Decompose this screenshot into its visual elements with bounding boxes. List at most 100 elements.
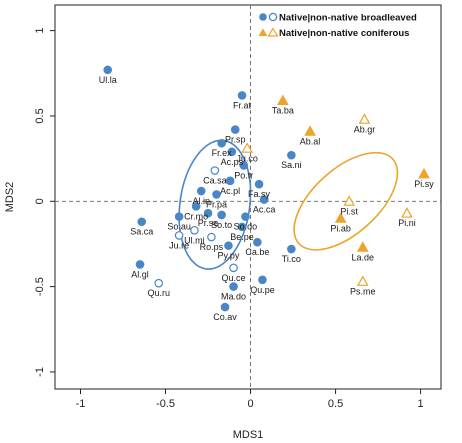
point-so-to: [217, 210, 226, 220]
point-ab-al-label: Ab.al: [300, 136, 321, 146]
point-ju-re-label: Ju.re: [169, 240, 189, 250]
point-sa-ca-label: Sa.ca: [130, 227, 153, 237]
point-ju-co-label: Ju.co: [236, 153, 258, 163]
point-al-gl-label: Al.gl: [131, 269, 149, 279]
y-tick-label: -1: [34, 367, 46, 377]
point-po-tr: [239, 161, 249, 170]
point-qu-ce-label: Qu.ce: [222, 273, 246, 283]
point-fr-ex-label: Fr.ex: [212, 148, 233, 158]
coniferous-ellipse: [293, 151, 399, 251]
x-tick-label: -0.5: [156, 398, 175, 410]
y-tick-label: 1: [34, 28, 46, 34]
point-ac-pl: [225, 176, 235, 186]
point-ca-sa: [210, 166, 220, 175]
point-qu-ce: [229, 263, 238, 273]
point-ti-co-label: Ti.co: [282, 254, 301, 264]
point-ma-do: [229, 282, 238, 291]
point-ac-pl-label: Ac.pl: [220, 186, 240, 196]
x-tick-label: 0: [247, 398, 253, 410]
point-la-de: [356, 241, 369, 252]
point-fa-sy: [254, 179, 264, 189]
point-pi-st-label: Pi.st: [340, 206, 358, 216]
point-qu-pe: [258, 275, 267, 285]
point-al-in-label: Al.in: [192, 196, 210, 206]
point-al-gl: [135, 260, 145, 269]
point-so-au: [174, 212, 184, 221]
point-al-in: [196, 186, 206, 196]
point-ca-be: [253, 237, 262, 247]
point-ti-co: [287, 244, 296, 254]
point-ul-la-label: Ul.la: [99, 75, 117, 85]
point-fr-at-label: Fr.at: [233, 100, 252, 110]
legend-filled-circle-icon: [259, 13, 267, 21]
plot-frame: [54, 4, 442, 390]
point-ul-mi-label: Ul.mi: [184, 235, 205, 245]
point-ta-ba-label: Ta.ba: [272, 106, 294, 116]
point-ps-me: [356, 275, 369, 286]
point-ac-ca-label: Ac.ca: [253, 205, 276, 215]
point-so-do: [241, 212, 250, 221]
point-pi-sy-label: Pi.sy: [414, 179, 434, 189]
y-tick-label: 0.5: [34, 108, 46, 123]
point-so-au-label: So.au: [167, 222, 191, 232]
point-co-av-label: Co.av: [213, 312, 237, 322]
point-ul-mi: [190, 225, 199, 235]
point-so-to-label: So.to: [211, 220, 232, 230]
point-sa-ni-label: Sa.ni: [281, 160, 302, 170]
legend: Native|non-native broadleaved Native|non…: [258, 13, 417, 39]
legend-hollow-triangle-icon: [267, 27, 279, 37]
point-be-pe-label: Be.pe: [230, 232, 254, 242]
point-pr-pa: [212, 190, 221, 199]
point-sa-ni: [287, 150, 296, 160]
y-axis: -1 -0.5 0 0.5 1: [34, 28, 55, 377]
point-ac-ca: [259, 195, 269, 204]
point-be-pe: [237, 222, 247, 232]
point-py-py-label: Py.py: [218, 251, 240, 261]
point-cr-mo: [191, 202, 201, 211]
legend-label-coniferous: Native|non-native coniferous: [279, 28, 409, 39]
point-ps-me-label: Ps.me: [350, 286, 376, 296]
point-pr-sp-label: Pr.sp: [225, 135, 246, 145]
x-axis: -1 -0.5 0 0.5 1: [76, 389, 424, 410]
point-fr-ex: [217, 138, 226, 148]
point-qu-ru-label: Qu.ru: [147, 288, 170, 298]
point-po-tr-label: Po.tr: [234, 170, 253, 180]
point-ac-ps-label: Ac.ps: [221, 157, 244, 167]
point-pi-ni-label: Pi.ni: [398, 218, 416, 228]
point-pi-ab: [334, 212, 347, 223]
point-ro-ps: [207, 232, 216, 242]
point-qu-pe-label: Qu.pe: [250, 285, 275, 295]
x-axis-label: MDS1: [233, 429, 264, 441]
point-ab-gr-label: Ab.gr: [354, 124, 376, 134]
point-pr-pa-label: Pr.pa: [206, 199, 227, 209]
x-tick-label: 0.5: [328, 398, 343, 410]
point-pr-sp: [230, 125, 240, 134]
legend-filled-triangle-icon: [258, 28, 268, 36]
legend-label-broadleaved: Native|non-native broadleaved: [279, 13, 417, 24]
point-pi-st: [343, 195, 355, 206]
point-ju-co: [241, 142, 253, 153]
y-axis-label: MDS2: [4, 182, 16, 213]
point-pr-se-label: Pr.se: [198, 218, 219, 228]
point-fa-sy-label: Fa.sy: [248, 189, 271, 199]
y-tick-label: -0.5: [34, 277, 46, 296]
point-pi-ab-label: Pi.ab: [330, 223, 351, 233]
point-pi-sy: [418, 167, 430, 179]
point-fr-at: [237, 91, 247, 100]
point-qu-ru: [154, 278, 164, 288]
point-ab-gr: [358, 113, 371, 124]
point-la-de-label: La.de: [352, 252, 375, 262]
point-co-av: [220, 302, 230, 312]
point-py-py: [224, 241, 233, 250]
point-ul-la: [103, 65, 113, 75]
point-sa-ca: [137, 217, 147, 227]
x-tick-label: -1: [76, 398, 86, 410]
legend-entry-broadleaved: Native|non-native broadleaved: [259, 13, 417, 24]
point-ca-sa-label: Ca.sa: [203, 176, 227, 186]
point-ab-al: [304, 125, 316, 136]
point-ma-do-label: Ma.do: [221, 292, 246, 302]
point-ta-ba: [277, 94, 289, 106]
legend-hollow-circle-icon: [268, 12, 278, 22]
